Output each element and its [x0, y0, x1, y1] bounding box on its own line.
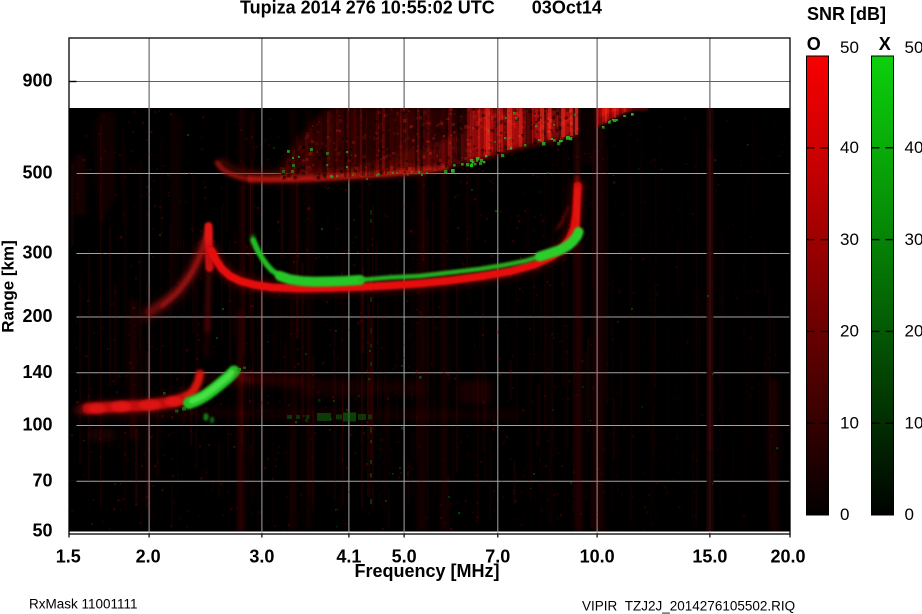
svg-text:100: 100 — [22, 415, 52, 435]
svg-text:4.1: 4.1 — [336, 547, 361, 567]
svg-text:10.0: 10.0 — [580, 547, 615, 567]
svg-text:200: 200 — [22, 306, 52, 326]
svg-text:10: 10 — [840, 413, 859, 432]
svg-text:5.0: 5.0 — [392, 547, 417, 567]
svg-text:Frequency [MHz]: Frequency [MHz] — [354, 561, 499, 581]
svg-text:20.0: 20.0 — [770, 547, 805, 567]
svg-text:3.0: 3.0 — [249, 547, 274, 567]
svg-text:0: 0 — [840, 505, 849, 524]
svg-text:50: 50 — [905, 38, 922, 57]
svg-text:Range [km]: Range [km] — [0, 240, 18, 333]
svg-text:VIPIR TZJ2J_2014276105502.RIQ: VIPIR TZJ2J_2014276105502.RIQ — [582, 599, 795, 614]
svg-text:20: 20 — [840, 322, 859, 341]
svg-text:300: 300 — [22, 243, 52, 263]
svg-text:10: 10 — [905, 413, 922, 432]
svg-text:O: O — [807, 34, 821, 54]
svg-text:03Oct14: 03Oct14 — [532, 0, 602, 18]
svg-text:2.0: 2.0 — [136, 547, 161, 567]
svg-text:7.0: 7.0 — [485, 547, 510, 567]
svg-text:900: 900 — [22, 71, 52, 91]
svg-text:30: 30 — [905, 230, 922, 249]
svg-text:50: 50 — [32, 521, 52, 541]
svg-text:0: 0 — [905, 505, 914, 524]
svg-text:500: 500 — [22, 163, 52, 183]
svg-text:40: 40 — [840, 138, 859, 157]
svg-text:30: 30 — [840, 230, 859, 249]
svg-text:15.0: 15.0 — [692, 547, 727, 567]
svg-text:X: X — [879, 34, 891, 54]
svg-text:20: 20 — [905, 322, 922, 341]
svg-text:SNR [dB]: SNR [dB] — [807, 4, 886, 24]
svg-text:50: 50 — [840, 38, 859, 57]
svg-text:1.5: 1.5 — [56, 547, 81, 567]
svg-text:70: 70 — [32, 471, 52, 491]
svg-text:RxMask 11001111: RxMask 11001111 — [29, 597, 138, 612]
svg-text:Tupiza 2014 276 10:55:02 UTC: Tupiza 2014 276 10:55:02 UTC — [240, 0, 495, 18]
svg-text:140: 140 — [22, 362, 52, 382]
svg-text:40: 40 — [905, 138, 922, 157]
